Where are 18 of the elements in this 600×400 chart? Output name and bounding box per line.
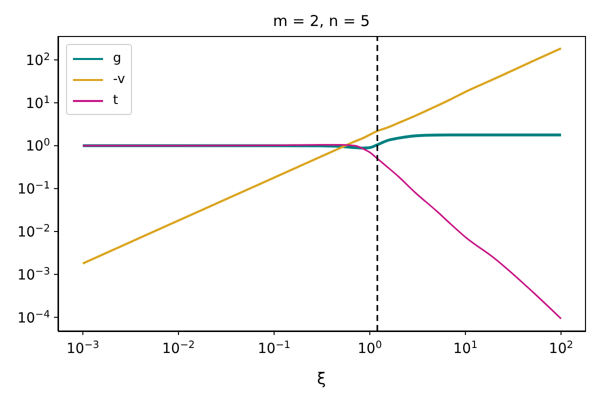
y-tick-label: 10$^{0}$ [26,137,50,155]
x-tick-label: 10$^{−3}$ [66,340,100,357]
y-tick-label: 10$^{−1}$ [17,180,50,198]
y-tick-label: 10$^{1}$ [26,94,50,112]
x-axis-title: ξ [317,369,326,388]
x-tick-label: 10$^{−1}$ [258,340,290,357]
y-tick-label: 10$^{2}$ [26,51,50,69]
y-tick-label: 10$^{−2}$ [17,223,50,241]
legend-label: t [113,93,118,108]
y-tick-label: 10$^{−3}$ [17,266,50,284]
legend-label: g [113,51,122,66]
x-tick-label: 10$^{2}$ [548,340,574,357]
x-tick-label: 10$^{−2}$ [162,340,195,357]
x-tick-label: 10$^{1}$ [453,340,478,357]
y-tick-label: 10$^{−4}$ [17,308,50,326]
x-tick-label: 10$^{0}$ [358,340,382,357]
legend-label: -v [113,72,126,87]
chart-title: m = 2, n = 5 [272,12,371,30]
